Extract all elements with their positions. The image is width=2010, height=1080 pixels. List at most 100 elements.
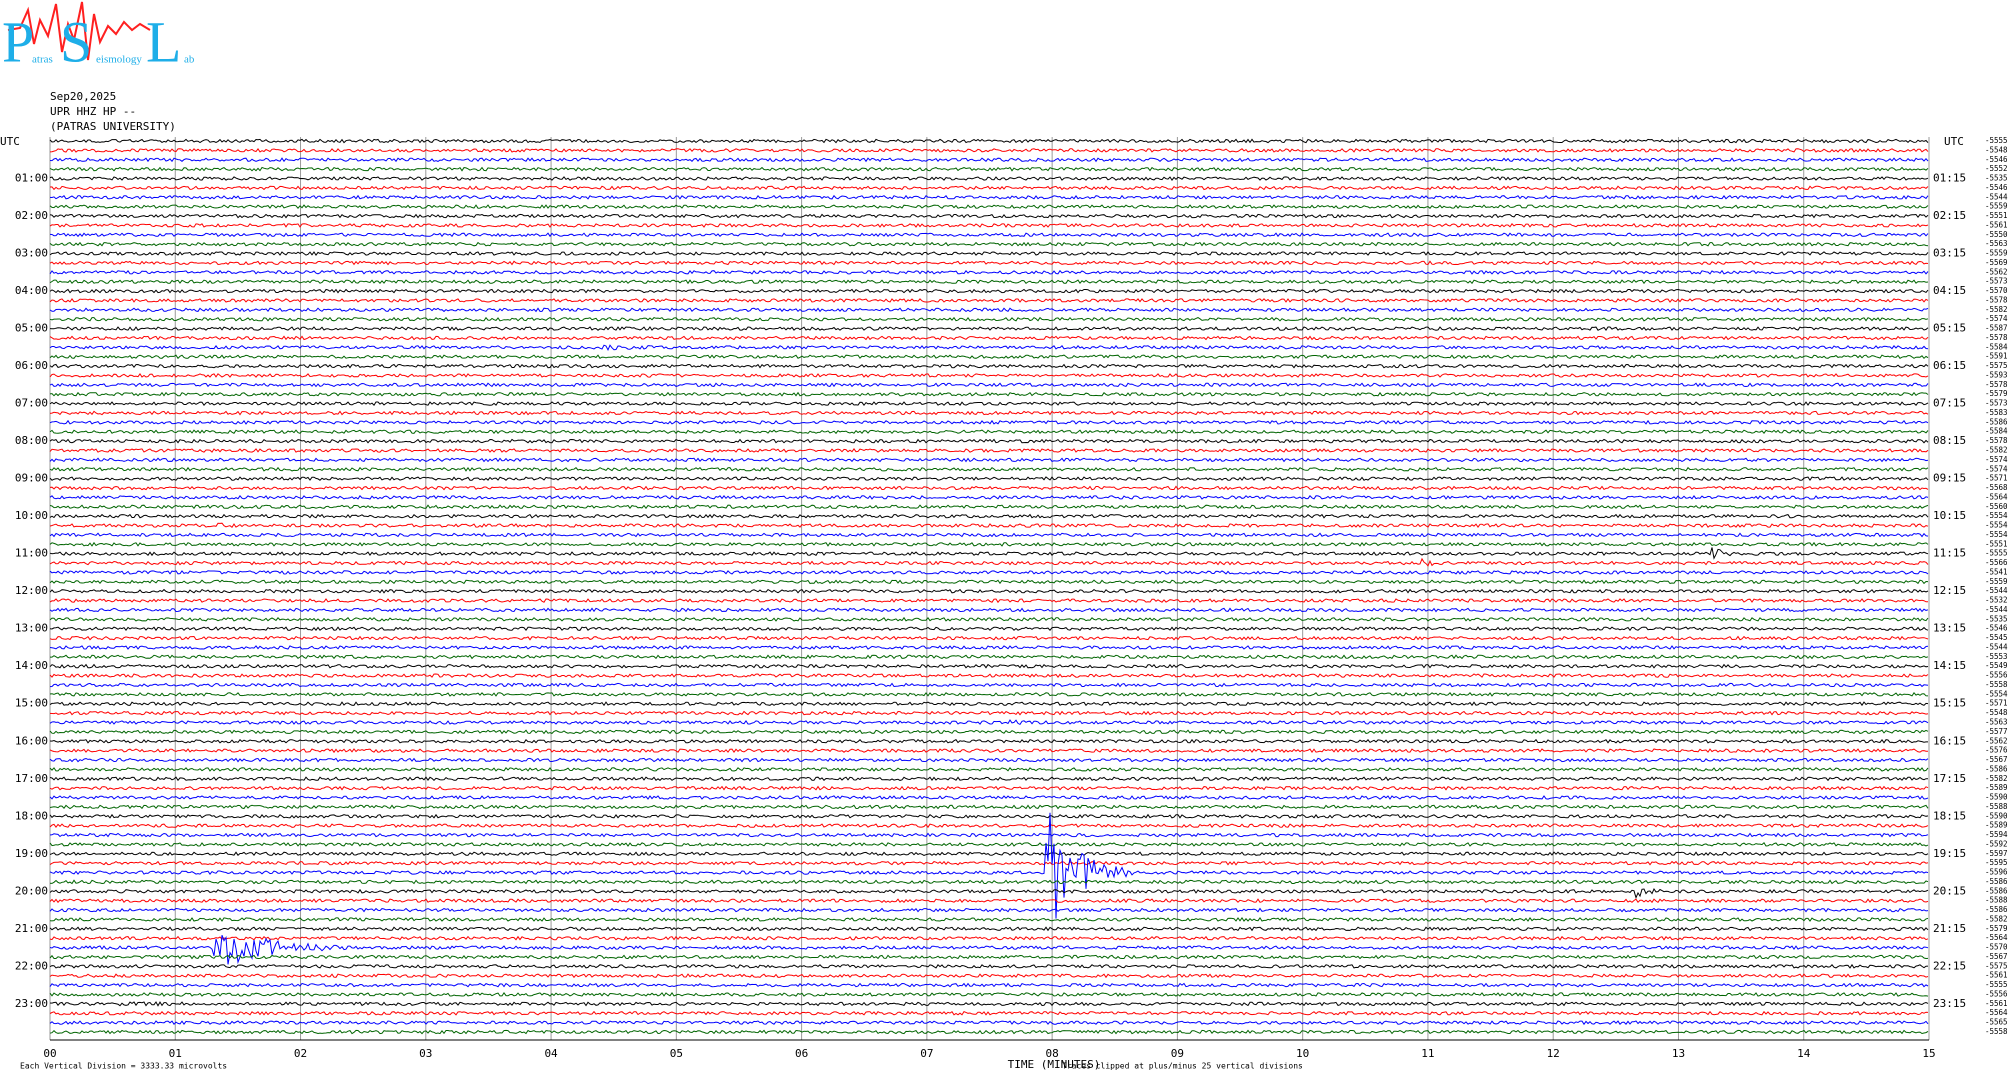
trace [49,1020,1929,1026]
hour-label: 09:15 [1933,472,1966,485]
hour-label: 19:15 [1933,847,1966,860]
trace [49,251,1929,256]
trace [49,448,1929,453]
logo-letter: S [60,9,92,74]
trace-offset: -5574 [1985,314,2008,323]
hour-label: 17:15 [1933,772,1966,785]
trace-offset: -5550 [1985,230,2008,239]
trace-offset: -5573 [1985,399,2008,408]
trace-offset: -5562 [1985,736,2008,745]
trace [49,522,1929,529]
x-tick-label: 11 [1421,1047,1434,1060]
trace-offset: -5546 [1985,624,2008,633]
trace-offset: -5556 [1985,671,2008,680]
trace-offset: -5567 [1985,755,2008,764]
trace [49,860,1929,866]
hour-label: 23:00 [15,997,48,1010]
trace-offset: -5573 [1985,277,2008,286]
trace-offset: -5586 [1985,886,2008,895]
trace [49,766,1929,772]
trace-offset: -5558 [1985,1027,2008,1036]
x-tick-label: 04 [544,1047,558,1060]
trace [49,1010,1929,1016]
hour-label: 13:15 [1933,622,1966,635]
trace-offset: -5579 [1985,389,2008,398]
trace [49,157,1929,163]
trace-offset: -5546 [1985,155,2008,164]
x-tick-label: 12 [1547,1047,1560,1060]
left-axis-title: UTC [0,135,20,148]
trace [49,241,1929,247]
trace-offset: -5597 [1985,849,2008,858]
hour-label: 07:00 [15,397,48,410]
trace-offset: -5583 [1985,408,2008,417]
trace [49,485,1929,491]
trace [49,795,1929,800]
trace-offset: -5564 [1985,492,2008,501]
trace [49,598,1929,604]
trace-offset: -5545 [1985,633,2008,642]
trace [49,279,1929,285]
trace-offset: -5559 [1985,202,2008,211]
trace-offset: -5551 [1985,539,2008,548]
trace [49,898,1929,904]
trace [49,354,1929,360]
trace-offset: -5564 [1985,933,2008,942]
trace [49,916,1929,922]
trace-offset: -5561 [1985,220,2008,229]
trace [49,673,1929,679]
trace-offset: -5556 [1985,989,2008,998]
trace-offset: -5555 [1985,980,2008,989]
hour-label: 06:15 [1933,359,1966,372]
trace [49,494,1929,500]
trace-offset: -5588 [1985,896,2008,905]
trace [49,363,1929,369]
trace-offset: -5549 [1985,661,2008,670]
trace-offset: -5551 [1985,211,2008,220]
trace-offset: -5544 [1985,586,2008,595]
trace [49,185,1929,191]
x-tick-label: 14 [1797,1047,1811,1060]
trace [49,719,1929,726]
trace [49,691,1929,697]
hour-label: 21:00 [15,922,48,935]
trace-offset: -5592 [1985,839,2008,848]
trace [49,476,1929,482]
trace-offset: -5554 [1985,521,2008,530]
institution: (PATRAS UNIVERSITY) [50,120,176,133]
trace [49,326,1929,331]
logo-word: atras [32,54,53,66]
trace-offset: -5584 [1985,427,2008,436]
trace-offset: -5582 [1985,914,2008,923]
trace [49,757,1929,763]
trace-offset: -5578 [1985,295,2008,304]
hour-label: 10:15 [1933,509,1966,522]
trace [49,710,1929,716]
trace [49,1029,1929,1035]
hour-label: 20:15 [1933,884,1966,897]
hour-label: 13:00 [15,622,48,635]
trace [49,213,1929,219]
trace [49,223,1929,228]
traces [49,138,1929,1035]
hour-label: 10:00 [15,509,48,522]
trace-offset: -5541 [1985,567,2008,576]
scale-note: Each Vertical Division = 3333.33 microvo… [20,1062,227,1071]
trace-offset: -5558 [1985,680,2008,689]
trace-offset: -5586 [1985,417,2008,426]
trace-offset: -5584 [1985,342,2008,351]
hour-label: 05:15 [1933,322,1966,335]
logo-letter: L [146,9,181,74]
hour-label: 15:00 [15,697,48,710]
trace [49,547,1929,560]
trace-offset: -5586 [1985,905,2008,914]
trace-offset: -5559 [1985,249,2008,258]
x-tick-label: 05 [670,1047,683,1060]
trace-offset: -5562 [1985,267,2008,276]
trace [49,373,1929,378]
trace [49,635,1929,641]
trace [49,429,1929,435]
trace-offset: -5571 [1985,699,2008,708]
trace [49,842,1929,847]
x-tick-label: 03 [419,1047,432,1060]
